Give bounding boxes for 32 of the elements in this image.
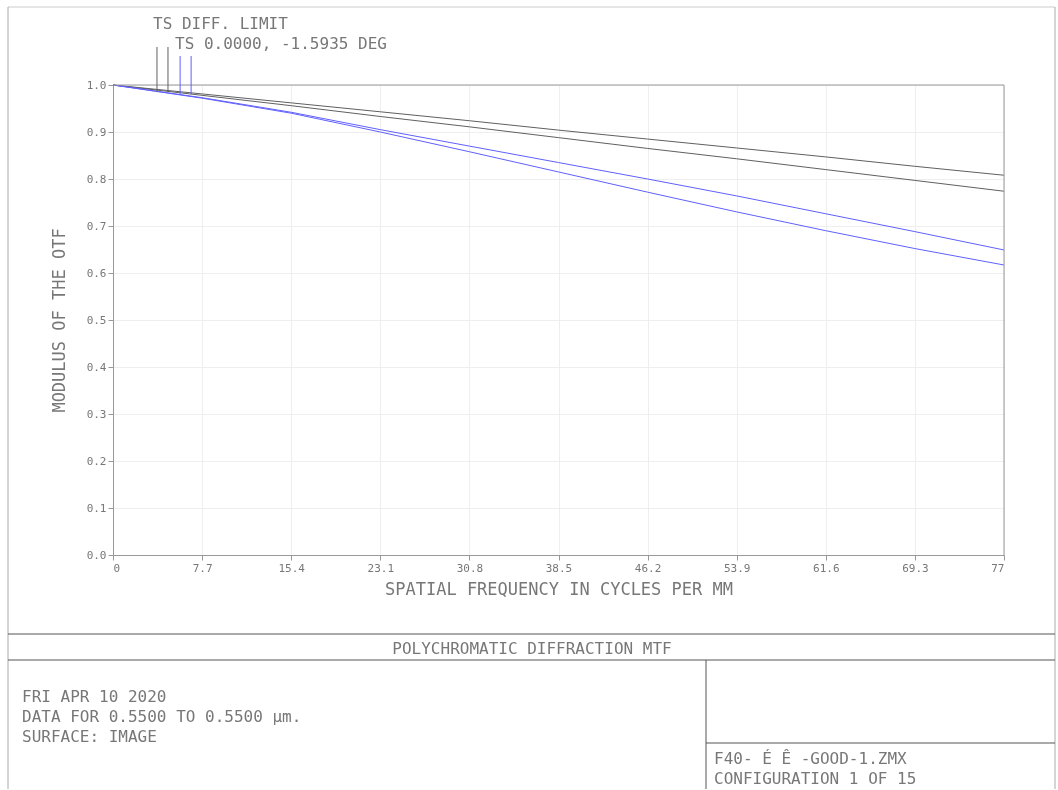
y-tick-label: 0.3 bbox=[86, 407, 107, 421]
y-tick-label: 0.2 bbox=[86, 454, 107, 468]
y-tick-label: 0.4 bbox=[86, 360, 107, 374]
y-axis-title: MODULUS OF THE OTF bbox=[48, 228, 69, 413]
x-tick-label: 23.1 bbox=[367, 561, 395, 575]
x-tick-label: 38.5 bbox=[545, 561, 573, 575]
text: F40- É Ê -GOOD-1.ZMX bbox=[714, 749, 908, 768]
text: DATA FOR 0.5500 TO 0.5500 µm. bbox=[22, 707, 302, 726]
x-tick-label: 46.2 bbox=[634, 561, 662, 575]
annotation: TS DIFF. LIMIT bbox=[153, 14, 289, 33]
y-tick-label: 0.0 bbox=[86, 548, 107, 562]
x-tick-label: 77 bbox=[991, 561, 1005, 575]
y-tick-label: 0.6 bbox=[86, 266, 107, 280]
x-tick-label: 30.8 bbox=[456, 561, 484, 575]
annotation: TS 0.0000, -1.5935 DEG bbox=[175, 34, 387, 53]
y-tick-label: 0.1 bbox=[86, 501, 107, 515]
x-axis-title: SPATIAL FREQUENCY IN CYCLES PER MM bbox=[385, 578, 733, 599]
x-tick-label: 53.9 bbox=[723, 561, 751, 575]
x-tick-label: 7.7 bbox=[192, 561, 213, 575]
y-tick-label: 0.9 bbox=[86, 125, 107, 139]
y-tick-label: 0.5 bbox=[86, 313, 107, 327]
x-tick-label: 61.6 bbox=[813, 561, 840, 575]
x-tick-label: 69.3 bbox=[902, 561, 929, 575]
text: SURFACE: IMAGE bbox=[22, 727, 157, 746]
x-tick-label: 15.4 bbox=[278, 561, 306, 575]
y-tick-label: 1.0 bbox=[86, 78, 107, 92]
text: FRI APR 10 2020 bbox=[22, 687, 167, 706]
text: CONFIGURATION 1 OF 15 bbox=[714, 769, 917, 788]
text: POLYCHROMATIC DIFFRACTION MTF bbox=[392, 639, 672, 658]
y-tick-label: 0.7 bbox=[86, 219, 107, 233]
x-tick-label: 0 bbox=[113, 561, 121, 575]
y-tick-label: 0.8 bbox=[86, 172, 107, 186]
